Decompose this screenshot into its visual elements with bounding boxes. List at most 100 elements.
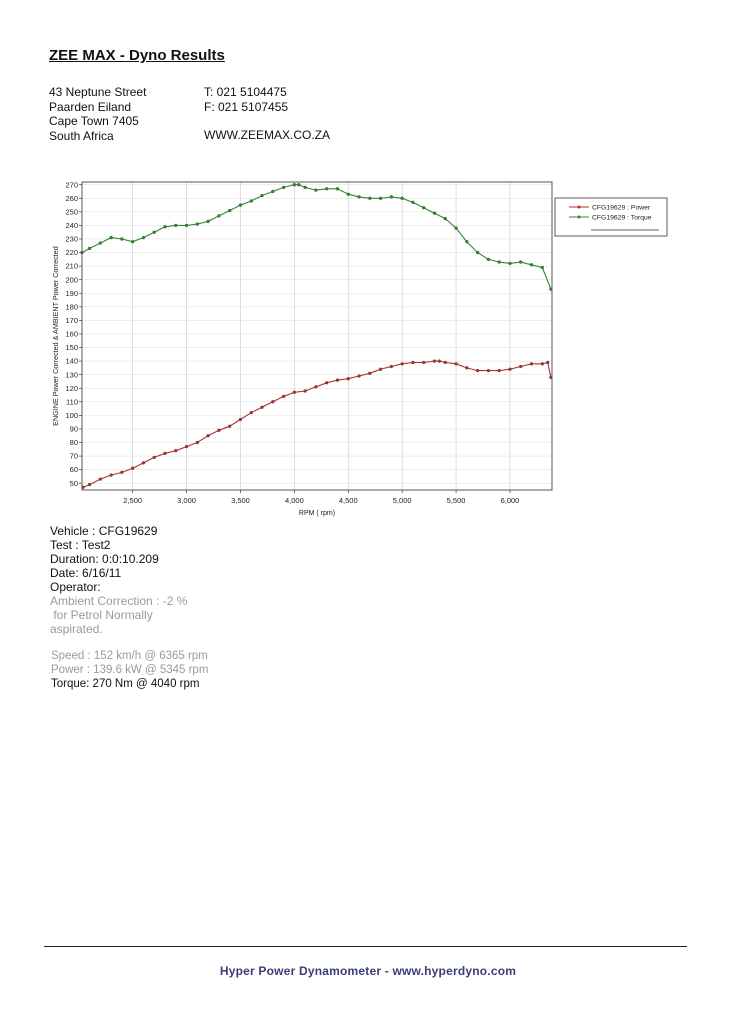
data-point-torque (325, 187, 329, 191)
data-point-torque (271, 189, 275, 194)
data-point-torque (475, 250, 480, 255)
y-tick-label: 210 (65, 262, 78, 271)
data-point-torque (174, 223, 178, 228)
data-point-power (400, 362, 404, 366)
data-point-torque (400, 196, 404, 200)
data-point-power (249, 411, 253, 415)
data-point-torque (335, 187, 340, 191)
data-point-torque (486, 257, 491, 261)
ambient-correction: Ambient Correction : -2 % (50, 594, 188, 608)
footer-text: Hyper Power Dynamometer - www.hyperdyno.… (219, 964, 517, 978)
data-point-torque (422, 206, 426, 210)
data-point-power (497, 368, 501, 373)
data-point-torque (540, 265, 544, 270)
legend-entry: CFG19629 : Torque (592, 215, 652, 222)
data-point-torque (378, 196, 383, 200)
data-point-torque (163, 225, 167, 229)
data-point-torque (529, 263, 534, 267)
data-point-torque (454, 226, 458, 230)
test-duration: Duration: 0:0:10.209 (50, 552, 159, 566)
x-tick-label: 6,000 (501, 496, 520, 505)
data-point-torque (141, 235, 146, 240)
data-point-power (174, 449, 178, 453)
data-point-power (120, 470, 124, 475)
data-point-power (454, 362, 458, 366)
data-point-torque (260, 193, 264, 198)
x-tick-label: 5,500 (447, 496, 466, 505)
phone-number: T: 021 5104475 (204, 85, 287, 99)
data-point-power (475, 368, 480, 373)
series-line-torque (81, 184, 552, 290)
data-point-power (109, 473, 113, 477)
data-point-power (335, 378, 340, 382)
data-point-power (357, 374, 361, 378)
data-point-power (281, 394, 286, 399)
y-tick-label: 270 (65, 180, 78, 189)
data-point-torque (98, 241, 102, 245)
contact-block: T: 021 5104475 F: 021 5107455 WWW.ZEEMAX… (204, 85, 330, 143)
data-point-power (131, 466, 135, 470)
data-point-torque (87, 246, 92, 251)
plot-area (82, 182, 552, 490)
y-tick-label: 90 (70, 425, 78, 434)
data-point-power (519, 364, 523, 369)
data-point-power (163, 451, 167, 456)
y-tick-label: 100 (65, 411, 78, 420)
data-point-torque (497, 260, 501, 264)
document-title: ZEE MAX - Dyno Results (49, 47, 225, 64)
data-point-power (368, 371, 372, 375)
y-tick-label: 60 (70, 465, 78, 474)
y-tick-label: 220 (65, 248, 78, 257)
data-point-power (260, 405, 264, 409)
data-point-power (228, 424, 232, 428)
y-tick-label: 190 (65, 289, 78, 298)
x-axis-label: RPM ( rpm) (299, 510, 335, 517)
x-tick-label: 3,000 (177, 496, 196, 505)
data-point-power (271, 400, 275, 404)
data-point-power (141, 461, 146, 465)
y-tick-label: 260 (65, 194, 78, 203)
y-tick-label: 70 (70, 452, 78, 461)
data-point-power (184, 444, 189, 449)
x-tick-label: 3,500 (231, 496, 250, 505)
ambient-correction-note: for Petrol Normally (50, 608, 153, 622)
data-point-torque (109, 235, 113, 240)
y-tick-label: 150 (65, 343, 78, 352)
data-point-torque (443, 216, 447, 221)
data-point-power (508, 367, 512, 371)
peak-stats: Speed : 152 km/h @ 6365 rpm Power : 139.… (51, 649, 208, 691)
legend-swatch-marker (577, 205, 581, 209)
data-point-power (540, 362, 544, 366)
x-tick-label: 4,500 (339, 496, 358, 505)
data-point-torque (120, 237, 124, 241)
data-point-power (422, 360, 426, 365)
address-line: 43 Neptune Street (49, 85, 147, 99)
data-point-power (529, 362, 534, 366)
data-point-power (432, 359, 437, 363)
y-tick-label: 170 (65, 316, 78, 325)
plot-frame (81, 181, 553, 491)
data-point-torque (411, 200, 415, 205)
y-tick-label: 200 (65, 275, 78, 284)
y-tick-label: 130 (65, 370, 78, 379)
y-axis-label: ENGINE Power Corrected & AMBIENT Power C… (52, 246, 60, 426)
data-point-power (195, 440, 199, 445)
y-tick-label: 110 (66, 397, 78, 406)
address-line: Cape Town 7405 (49, 114, 139, 128)
data-point-torque (357, 195, 361, 199)
data-point-torque (432, 211, 437, 215)
data-point-torque (195, 222, 199, 226)
y-tick-label: 250 (65, 207, 78, 216)
peak-torque: Torque: 270 Nm @ 4040 rpm (51, 678, 200, 690)
x-tick-label: 2,500 (123, 496, 142, 505)
data-point-torque (217, 214, 221, 218)
data-point-power (206, 434, 210, 438)
data-point-torque (346, 192, 350, 196)
data-point-torque (389, 195, 394, 199)
y-tick-label: 50 (70, 479, 78, 488)
data-point-torque (303, 185, 307, 190)
data-point-power (303, 389, 307, 393)
data-point-torque (292, 183, 297, 187)
data-point-torque (519, 260, 523, 264)
peak-power: Power : 139.6 kW @ 5345 rpm (51, 664, 209, 676)
